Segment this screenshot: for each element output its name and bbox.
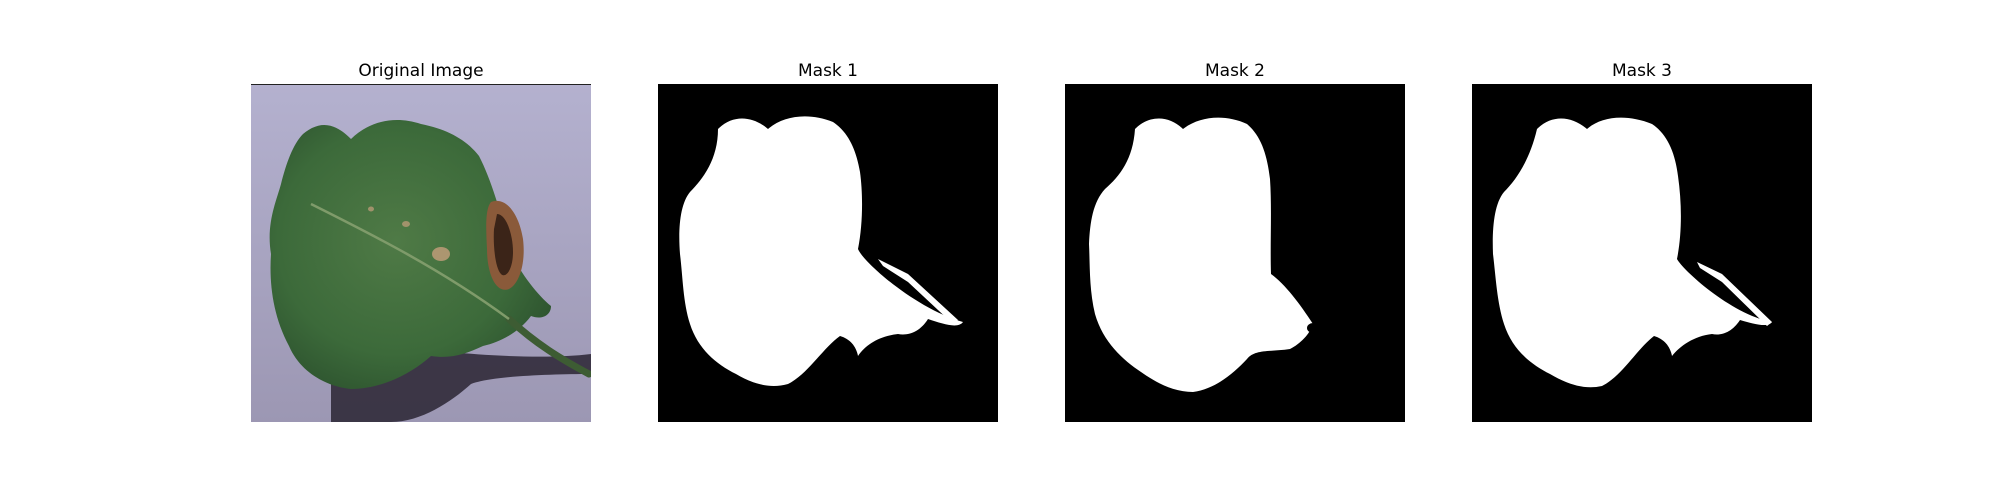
mask-2-image: [1065, 84, 1405, 422]
panel-title: Mask 2: [1204, 61, 1265, 81]
mask-1-image: [658, 84, 998, 422]
panel-title: Mask 1: [797, 61, 858, 81]
panel-title: Original Image: [358, 61, 484, 81]
original-leaf-photo: [251, 84, 591, 422]
panel-title: Mask 3: [1611, 61, 1672, 81]
mask-3-image: [1472, 84, 1812, 422]
